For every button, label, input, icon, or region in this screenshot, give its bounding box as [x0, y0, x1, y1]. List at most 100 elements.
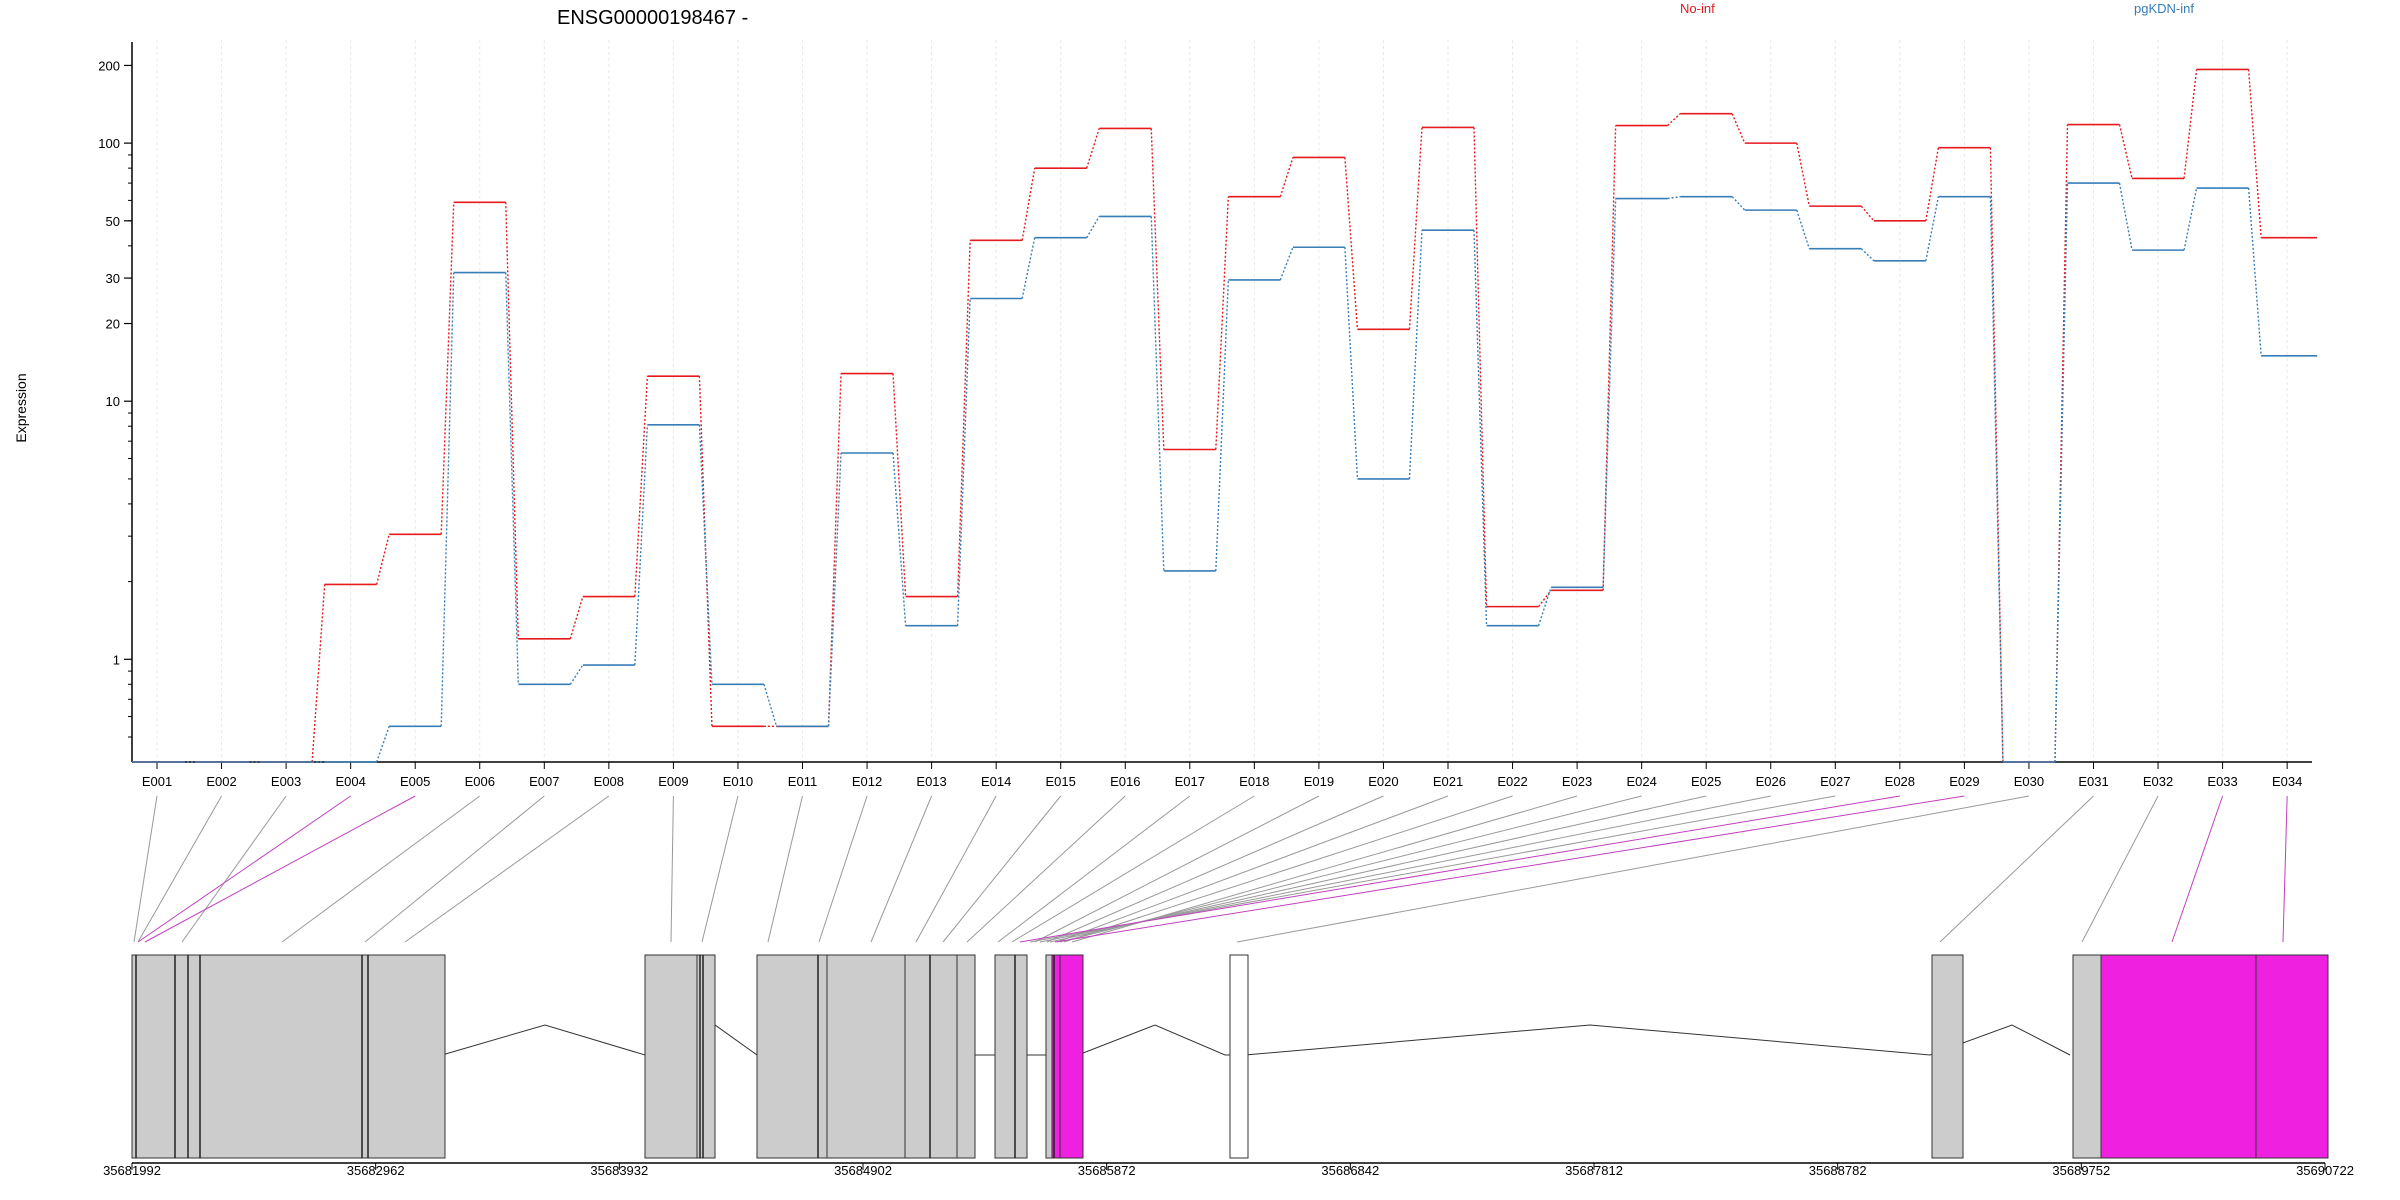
exon-connector	[404, 795, 610, 943]
exon-connectors	[133, 795, 2288, 943]
x-tick-label: E014	[981, 774, 1011, 789]
x-tick-label: E018	[1239, 774, 1269, 789]
series-connector	[1537, 589, 1552, 608]
x-tick-label: E032	[2143, 774, 2173, 789]
exon-connector	[767, 795, 803, 943]
series-connector	[956, 298, 971, 626]
exon-box	[1051, 954, 1061, 1159]
exon-connector	[364, 795, 545, 943]
x-tick-label: E008	[594, 774, 624, 789]
series-connector	[892, 452, 907, 626]
exon-connector	[133, 795, 158, 943]
x-tick-label: E031	[2078, 774, 2108, 789]
series-lines	[132, 68, 2318, 763]
exon-box	[644, 954, 698, 1159]
series-connector	[1667, 113, 1681, 127]
genomic-tick-label: 35690722	[2296, 1163, 2354, 1178]
series-connector	[1860, 205, 1875, 222]
series-connector	[1989, 196, 2004, 763]
exon-connector	[915, 795, 997, 943]
series-connector	[1796, 142, 1810, 207]
x-tick-label: E024	[1626, 774, 1656, 789]
exon-box	[1014, 954, 1028, 1159]
series-connector	[569, 596, 584, 640]
series-connector	[1796, 209, 1810, 249]
x-tick-label: E005	[400, 774, 430, 789]
exon-connector	[1054, 795, 1965, 943]
series-connector	[375, 726, 390, 763]
exon-box	[756, 954, 819, 1159]
x-tick-label: E015	[1046, 774, 1076, 789]
series-connector	[2247, 69, 2262, 238]
series-connector	[1537, 587, 1552, 626]
exon-box	[956, 954, 976, 1159]
series-connector	[2247, 187, 2262, 356]
series-connector	[1150, 216, 1165, 571]
exon-connector	[1046, 795, 1384, 943]
x-tick-label: E010	[723, 774, 753, 789]
x-tick-label: E029	[1949, 774, 1979, 789]
exon-box	[2072, 954, 2102, 1159]
series-connector	[1408, 127, 1423, 330]
genomic-tick-label: 35684902	[834, 1163, 892, 1178]
exon-connector	[181, 795, 287, 943]
exon-connector	[966, 795, 1126, 943]
exon-connector	[1236, 795, 2030, 943]
x-tick-label: E002	[206, 774, 236, 789]
genomic-tick-label: 35688782	[1809, 1163, 1867, 1178]
series-connector	[1344, 247, 1359, 479]
exon-connector	[1939, 795, 2094, 943]
exon-box	[817, 954, 828, 1159]
series-connector	[2054, 183, 2069, 763]
exon-connector	[1056, 795, 1449, 943]
series-connector	[1279, 157, 1294, 197]
x-tick-label: E020	[1368, 774, 1398, 789]
series-connector	[440, 202, 455, 535]
y-tick-label: 20	[106, 317, 120, 332]
x-tick-label: E019	[1304, 774, 1334, 789]
series-connector	[1473, 127, 1488, 607]
series-connector	[1086, 128, 1100, 169]
chart-title: ENSG00000198467 -	[557, 7, 748, 29]
exon-connector	[670, 795, 674, 943]
y-tick-label: 30	[106, 271, 120, 286]
series-connector	[505, 202, 519, 639]
exon-box	[904, 954, 958, 1159]
x-tick-label: E033	[2207, 774, 2237, 789]
x-tick-label: E022	[1497, 774, 1527, 789]
exon-connector	[997, 795, 1191, 943]
genomic-tick-label: 35689752	[2052, 1163, 2110, 1178]
gene-model	[131, 954, 2329, 1159]
genomic-tick-label: 35686842	[1321, 1163, 1379, 1178]
series-connector	[2183, 187, 2198, 251]
series-connector	[827, 373, 842, 727]
x-tick-label: E025	[1691, 774, 1721, 789]
exon-box	[2100, 954, 2257, 1159]
y-tick-label: 1	[113, 652, 120, 667]
genomic-tick-label: 35685872	[1078, 1163, 1136, 1178]
series-connector	[1731, 113, 1746, 144]
genomic-tick-label: 35683932	[590, 1163, 648, 1178]
series-connector	[1021, 237, 1036, 299]
legend-pgkdn-inf: pgKDN-inf	[2134, 1, 2194, 16]
x-tick-label: E011	[788, 774, 817, 789]
series-connector	[1279, 246, 1294, 281]
series-connector	[1150, 128, 1165, 450]
series-connector	[1860, 248, 1875, 262]
series-connector	[1667, 196, 1681, 200]
y-tick-label: 200	[98, 58, 120, 73]
series-connector	[375, 534, 390, 585]
exon-connector	[144, 795, 416, 943]
series-connector	[1215, 279, 1230, 571]
exon-connector	[818, 795, 868, 943]
axes: 1 10 20 30 50 100 200 E001 E002 E003 E004 E005 E006 E…	[98, 42, 2312, 789]
series-connector	[763, 684, 778, 727]
series-connector	[1731, 196, 1746, 211]
series-connector	[1925, 196, 1940, 261]
x-tick-label: E003	[271, 774, 301, 789]
exon-connector	[1011, 795, 1255, 943]
exon-connector	[137, 795, 351, 943]
series-connector	[1473, 230, 1488, 626]
series-connector	[1602, 125, 1617, 591]
series-connector	[1408, 230, 1423, 479]
